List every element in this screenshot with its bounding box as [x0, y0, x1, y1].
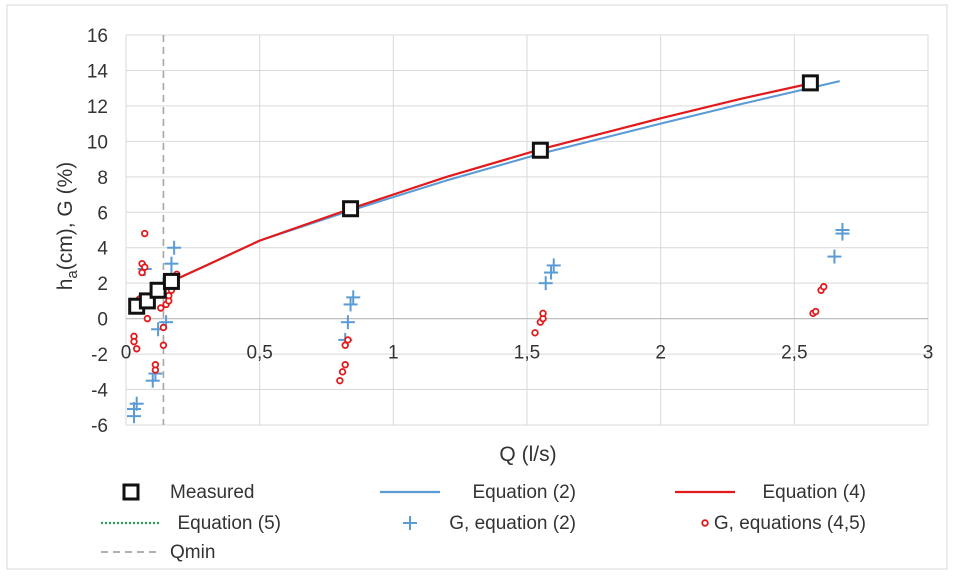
legend-label: Equation (2)	[472, 482, 576, 503]
y-axis-title-main: h	[54, 279, 77, 291]
legend-label: Qmin	[170, 542, 215, 563]
g-eq2-point	[129, 396, 144, 411]
y-tick-label: -4	[91, 381, 108, 402]
tick-labels: -6 -4 -2 0 2 4 6 8 10 12 14 16 0 0,5 1 1,5 2 2,5 3	[87, 26, 933, 437]
legend-swatch-measured	[122, 483, 140, 501]
legend-label: Measured	[170, 482, 255, 503]
x-tick-label: 0	[121, 343, 132, 364]
y-axis-title-rest: (cm), G (%)	[54, 162, 77, 270]
g-eq45-point	[531, 329, 539, 337]
y-tick-label: 14	[87, 61, 109, 82]
g-eq2-point	[827, 249, 842, 264]
g-eq45-point	[812, 307, 820, 316]
g-eq45-point	[130, 337, 138, 346]
g-eq45-point	[336, 376, 344, 385]
legend-item: Equation (2)	[380, 482, 576, 503]
g-eq45-point	[341, 361, 349, 369]
measured-point	[801, 74, 819, 92]
g-eq2-point	[544, 265, 559, 280]
series-layer	[127, 35, 850, 425]
measured-point	[531, 141, 549, 159]
g-eq45-point	[344, 336, 352, 344]
legend-label: G, equation (2)	[449, 513, 576, 534]
x-tick-label: 3	[923, 343, 934, 364]
y-tick-label: -6	[91, 416, 108, 437]
x-tick-label: 2	[655, 343, 666, 364]
x-tick-label: 0,5	[246, 343, 272, 364]
legend-swatch-circle	[701, 519, 709, 527]
g-eq2-point	[835, 223, 850, 237]
g-eq2-point	[340, 315, 355, 330]
g-eq45-point	[157, 304, 165, 312]
legend-label: Equation (4)	[762, 482, 866, 503]
x-tick-label: 2,5	[781, 343, 807, 364]
y-tick-label: -2	[91, 345, 108, 366]
measured-point	[149, 281, 167, 299]
y-tick-label: 0	[97, 310, 108, 331]
y-tick-label: 4	[97, 239, 108, 260]
y-tick-label: 16	[87, 26, 108, 47]
measured-point	[162, 272, 180, 290]
legend-item: Qmin	[101, 542, 215, 563]
legend-item: Measured	[122, 482, 255, 503]
g-eq2-point	[343, 297, 358, 312]
x-axis-title: Q (l/s)	[499, 443, 556, 466]
y-tick-label: 6	[97, 203, 108, 224]
g-eq45-point	[143, 314, 152, 323]
g-eq2-point	[164, 256, 179, 271]
y-axis-title: ha(cm), G (%)	[54, 162, 81, 291]
g-eq45-point	[159, 323, 168, 332]
x-tick-label: 1	[388, 343, 399, 364]
g-eq45-point	[159, 341, 168, 349]
legend-item: Equation (5)	[101, 513, 281, 534]
legend-item: G, equation (2)	[403, 513, 576, 534]
legend-label: G, equations (4,5)	[714, 513, 866, 534]
g-eq45-point	[539, 309, 547, 318]
x-tick-label: 1,5	[514, 343, 540, 364]
y-tick-label: 2	[97, 274, 108, 295]
g-eq2-point	[145, 373, 160, 388]
legend-swatch-plus	[403, 516, 417, 530]
legend: Measured Equation (2) Equation (4) Equation…	[101, 482, 866, 563]
legend-item: G, equations (4,5)	[701, 513, 866, 534]
legend-item: Equation (4)	[675, 482, 866, 503]
y-axis-title-sub: a	[64, 270, 81, 279]
g-eq2-point	[538, 276, 553, 291]
legend-label: Equation (5)	[177, 513, 281, 534]
g-eq45-point	[820, 283, 828, 291]
g-eq45-point	[338, 368, 347, 376]
y-tick-label: 10	[87, 132, 108, 153]
y-tick-label: 12	[87, 97, 108, 118]
g-eq45-point	[141, 229, 149, 238]
g-eq2-point	[346, 290, 361, 305]
g-eq45-point	[141, 263, 149, 271]
g-eq2-point	[167, 240, 182, 255]
equation-4-line	[170, 81, 814, 283]
g-eq2-point	[546, 258, 561, 273]
g-eq45-point	[151, 361, 160, 369]
grid	[125, 34, 929, 426]
g-eq45-point	[132, 345, 141, 353]
measured-point	[342, 200, 360, 218]
y-tick-label: 8	[97, 168, 108, 189]
